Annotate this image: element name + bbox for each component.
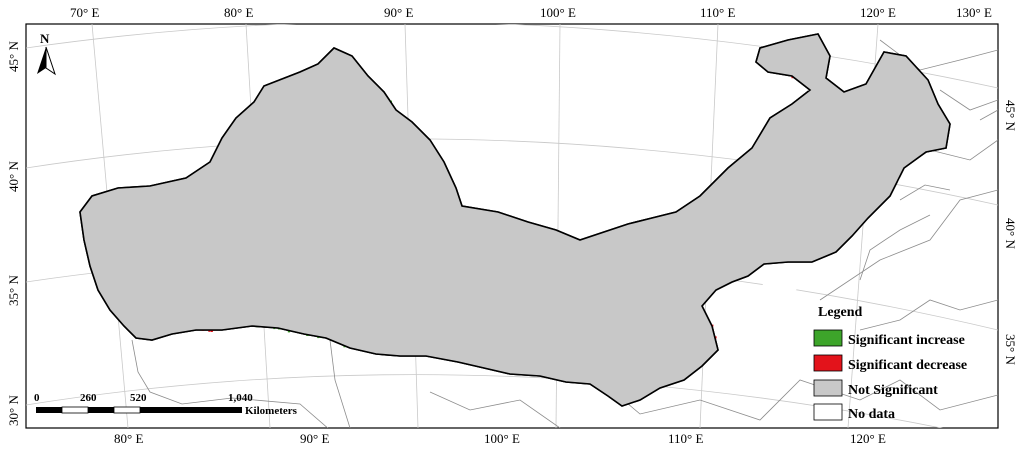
administrative-boundaries — [131, 39, 998, 428]
